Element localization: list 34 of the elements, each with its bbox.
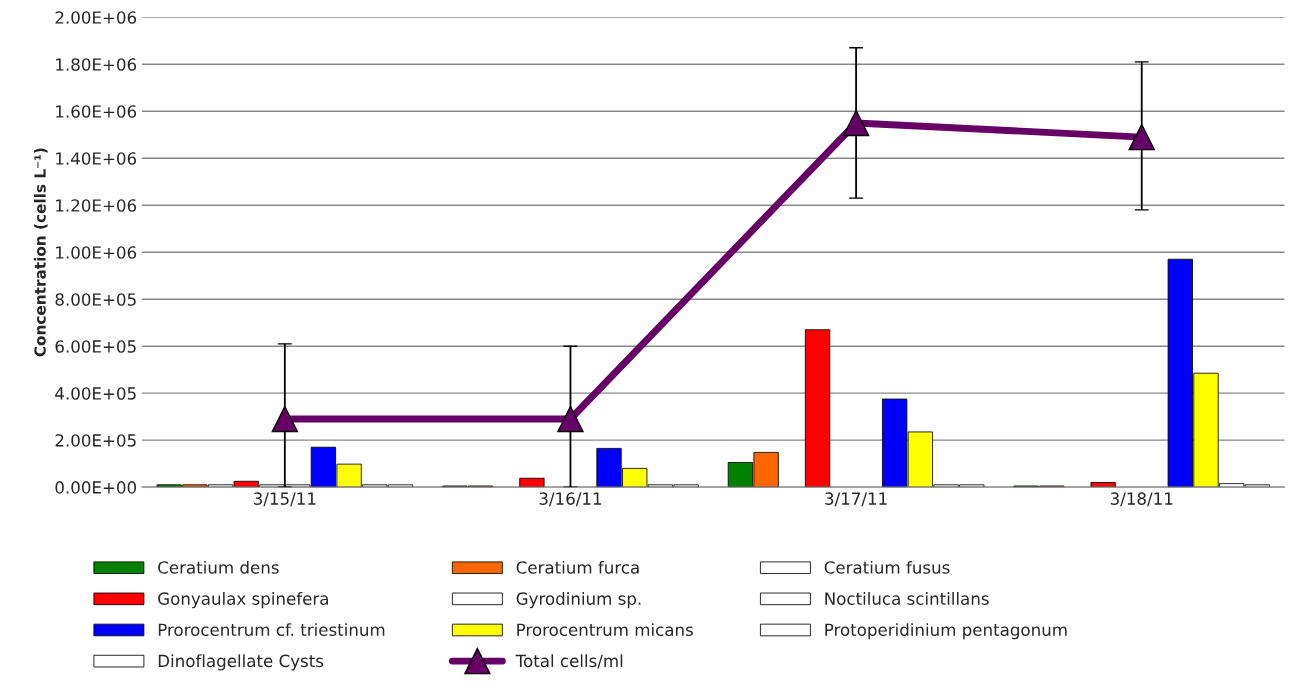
y-tick-label: 0.00E+00: [55, 481, 137, 494]
legend-label: Prorocentrum cf. triestinum: [158, 623, 385, 637]
point: [557, 405, 584, 433]
x-tick-label: 3/18/11: [1110, 492, 1173, 507]
bar: [519, 477, 545, 488]
y-tick-label: 1.40E+06: [56, 152, 137, 165]
legend-label: Ceratium fusus: [824, 560, 950, 574]
legend-label: Ceratium dens: [158, 560, 279, 574]
bar: [1090, 482, 1116, 488]
legend-label: Dinoflagellate Cysts: [158, 654, 324, 671]
y-tick-label: 1.00E+06: [56, 246, 137, 259]
y-tick-label: 1.60E+06: [56, 105, 137, 118]
y-tick-label: 2.00E+06: [55, 11, 137, 24]
point: [271, 405, 299, 433]
y-tick-label: 4.00E+05: [55, 387, 136, 400]
y-tick-label: 6.00E+05: [55, 340, 136, 353]
legend-label: Noctiluca scintillans: [825, 592, 989, 605]
legend-label: Gonyaulax spinefera: [158, 592, 328, 609]
y-axis-title: Concentration (cells L⁻¹): [33, 148, 48, 357]
x-tick-label: 3/17/11: [825, 492, 887, 507]
legend-label: Protoperidinium pentagonum: [825, 623, 1067, 640]
x-tick-label: 3/15/11: [253, 492, 316, 507]
y-tick-label: 8.00E+05: [55, 293, 136, 306]
bar: [804, 329, 831, 488]
legend-label: Prorocentrum micans: [517, 623, 693, 637]
point: [1128, 123, 1155, 151]
x-tick-label: 3/16/11: [539, 492, 602, 507]
legend-label: Gyrodinium sp.: [516, 592, 641, 609]
y-tick-label: 1.20E+06: [56, 199, 137, 212]
point: [842, 109, 870, 137]
legend-label: Ceratium furca: [516, 560, 639, 574]
y-tick-label: 1.80E+06: [56, 58, 137, 71]
y-tick-label: 2.00E+05: [55, 434, 136, 447]
legend-label: Total cells/ml: [515, 654, 623, 669]
